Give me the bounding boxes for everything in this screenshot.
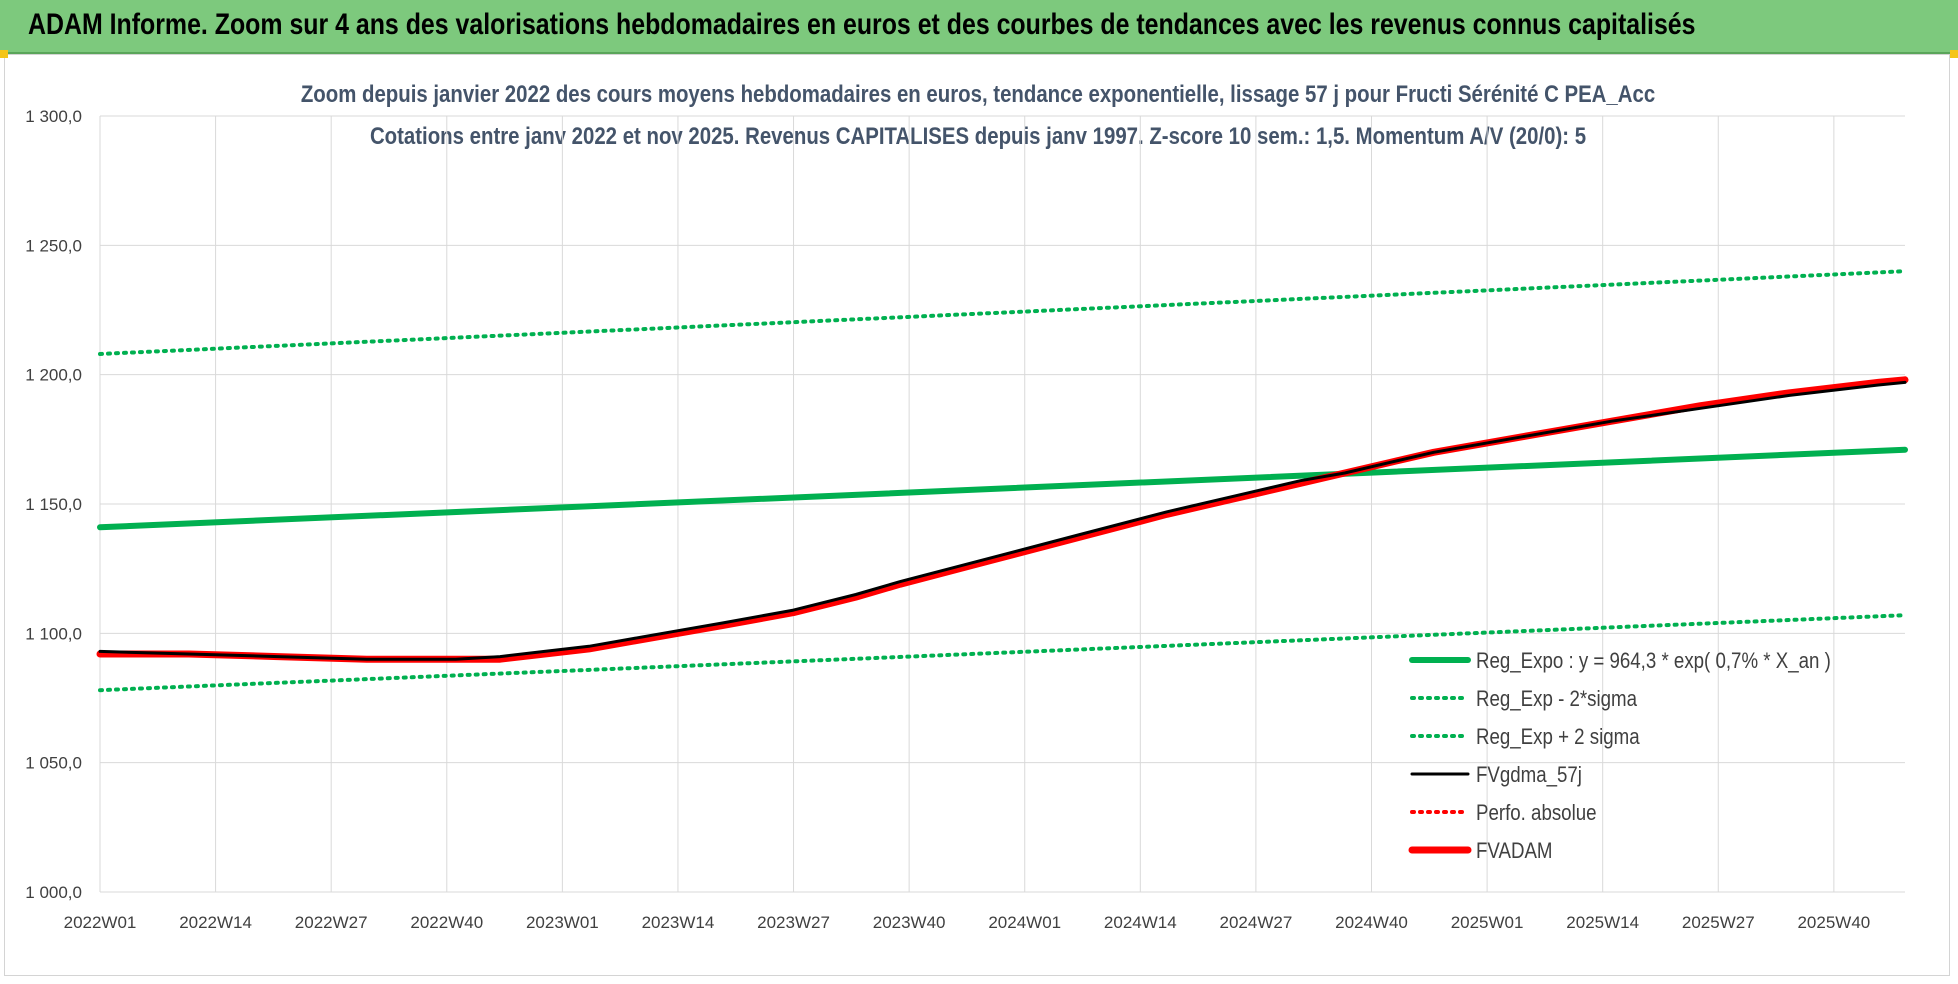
x-tick-label: 2025W40 <box>1797 913 1870 932</box>
banner-title: ADAM Informe. Zoom sur 4 ans des valoris… <box>28 8 1696 41</box>
series-line-2 <box>98 269 1907 356</box>
x-tick-label: 2023W27 <box>757 913 830 932</box>
x-tick-label: 2022W01 <box>64 913 137 932</box>
x-tick-label: 2022W14 <box>179 913 252 932</box>
x-tick-label: 2023W14 <box>642 913 715 932</box>
x-tick-label: 2024W40 <box>1335 913 1408 932</box>
y-tick-label: 1 000,0 <box>25 883 82 902</box>
x-tick-label: 2025W14 <box>1566 913 1639 932</box>
y-tick-label: 1 200,0 <box>25 366 82 385</box>
chart-title-line-2: Cotations entre janv 2022 et nov 2025. R… <box>370 122 1586 149</box>
legend-label: Reg_Exp + 2 sigma <box>1476 726 1640 750</box>
y-tick-label: 1 150,0 <box>25 495 82 514</box>
legend: Reg_Expo : y = 964,3 * exp( 0,7% * X_an … <box>1408 650 1831 864</box>
chart-title-line-1: Zoom depuis janvier 2022 des cours moyen… <box>301 80 1655 107</box>
legend-label: FVgdma_57j <box>1476 764 1582 788</box>
banner: ADAM Informe. Zoom sur 4 ans des valoris… <box>0 0 1958 54</box>
corner-marker-right <box>1950 50 1958 58</box>
y-tick-label: 1 100,0 <box>25 624 82 643</box>
grid <box>99 115 1905 893</box>
y-tick-label: 1 250,0 <box>25 236 82 255</box>
series-line-3 <box>98 380 1907 661</box>
x-tick-label: 2025W27 <box>1682 913 1755 932</box>
x-tick-label: 2025W01 <box>1451 913 1524 932</box>
legend-label: Reg_Exp - 2*sigma <box>1476 688 1638 712</box>
legend-label: Perfo. absolue <box>1476 802 1597 826</box>
series-line-1 <box>98 613 1907 693</box>
x-tick-label: 2022W40 <box>410 913 483 932</box>
x-tick-label: 2024W01 <box>988 913 1061 932</box>
y-tick-label: 1 300,0 <box>25 107 82 126</box>
x-tick-label: 2024W27 <box>1220 913 1293 932</box>
series-group <box>96 269 1909 693</box>
y-tick-label: 1 050,0 <box>25 754 82 773</box>
series-line-5 <box>96 376 1909 663</box>
x-tick-label: 2024W14 <box>1104 913 1177 932</box>
x-tick-label: 2023W01 <box>526 913 599 932</box>
x-tick-label: 2022W27 <box>295 913 368 932</box>
legend-label: Reg_Expo : y = 964,3 * exp( 0,7% * X_an … <box>1476 650 1831 674</box>
axis-labels: 1 000,0 1 050,0 1 100,0 1 150,0 1 200,0 1 250… <box>25 107 1870 932</box>
corner-marker-left <box>0 50 8 58</box>
legend-label: FVADAM <box>1476 840 1553 864</box>
series-line-0 <box>97 446 1908 531</box>
x-tick-label: 2023W40 <box>873 913 946 932</box>
